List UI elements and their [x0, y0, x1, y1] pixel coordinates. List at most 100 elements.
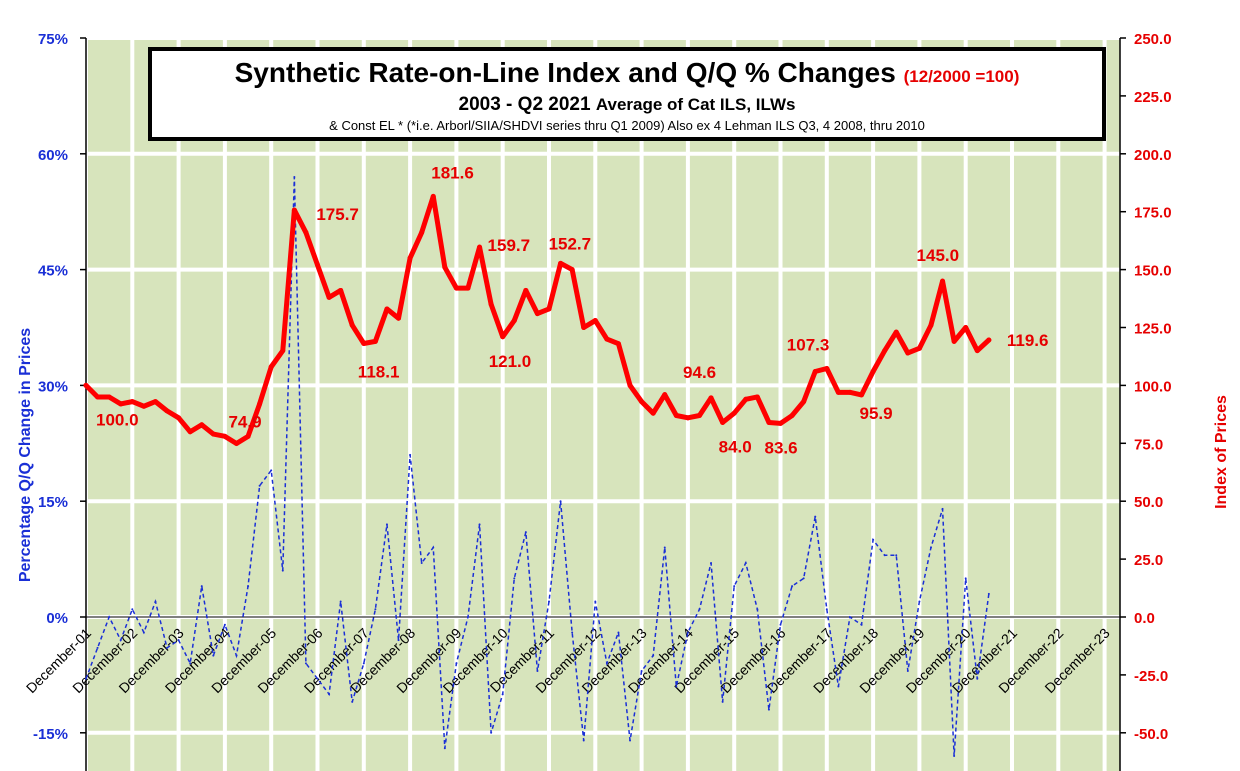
qq-change-point: [316, 677, 319, 680]
series-layer: [83, 175, 992, 757]
chart-subtitle-main: 2003 - Q2 2021: [458, 94, 591, 115]
chart-title: Synthetic Rate-on-Line Index and Q/Q % C…: [234, 57, 896, 88]
qq-change-point: [617, 631, 620, 634]
qq-change-point: [513, 577, 516, 580]
index-point: [592, 318, 598, 324]
index-point: [835, 389, 841, 395]
index-point: [801, 399, 807, 405]
qq-change-point: [524, 531, 527, 534]
y-right-tick-label: 125.0: [1134, 321, 1172, 338]
index-point: [83, 382, 89, 388]
qq-change-point: [848, 616, 851, 618]
index-point: [500, 334, 506, 340]
data-label: 145.0: [917, 246, 960, 265]
y-axis-left-title: Percentage Q/Q Change in Prices: [17, 328, 34, 582]
data-label: 121.0: [489, 352, 532, 371]
index-point: [731, 410, 737, 416]
index-point: [604, 336, 610, 342]
index-point: [384, 306, 390, 312]
qq-change-point: [629, 739, 632, 742]
qq-change-point: [374, 608, 377, 611]
index-point: [882, 348, 888, 354]
index-point: [372, 338, 378, 344]
index-point: [118, 401, 124, 407]
qq-change-point: [177, 639, 180, 642]
index-point: [673, 413, 679, 419]
index-point: [905, 350, 911, 356]
index-point: [233, 441, 239, 447]
qq-change-point: [791, 585, 794, 588]
data-label: 83.6: [765, 438, 798, 457]
index-point: [523, 287, 529, 293]
qq-change-point: [594, 600, 597, 603]
qq-change-point: [536, 670, 539, 673]
left-axis: 75% 60% 45% 30% 15% 0% -15%: [33, 31, 87, 771]
qq-change-point: [698, 608, 701, 611]
qq-change-point: [212, 654, 215, 657]
index-point: [396, 315, 402, 321]
index-point: [442, 264, 448, 270]
chart-subtitle: 2003 - Q2 2021 Average of Cat ILS, ILWs: [152, 93, 1102, 117]
index-point: [511, 318, 517, 324]
qq-change-point: [351, 700, 354, 703]
qq-change-point: [918, 600, 921, 603]
index-point: [940, 278, 946, 284]
qq-change-point: [85, 677, 87, 680]
y-right-tick-label: -25.0: [1134, 668, 1168, 685]
y-right-tick-label: 200.0: [1134, 147, 1172, 164]
y-right-tick-label: 250.0: [1134, 31, 1172, 48]
index-point: [847, 389, 853, 395]
index-point: [199, 422, 205, 428]
qq-change-point: [571, 631, 574, 634]
index-point: [639, 399, 645, 405]
index-point: [708, 395, 714, 401]
qq-change-point: [200, 585, 203, 588]
qq-change-point: [767, 708, 770, 711]
qq-change-point: [744, 561, 747, 564]
qq-change-point: [941, 507, 944, 510]
index-point: [176, 415, 182, 421]
index-point: [477, 244, 483, 250]
index-point: [291, 207, 297, 213]
index-point: [696, 413, 702, 419]
index-point: [326, 294, 332, 300]
qq-change-point: [686, 631, 689, 634]
qq-change-point: [108, 616, 111, 618]
index-point: [419, 230, 425, 236]
index-point: [349, 322, 355, 328]
index-point: [951, 338, 957, 344]
y-right-tick-label: 150.0: [1134, 263, 1172, 280]
y-right-tick-label: 75.0: [1134, 436, 1163, 453]
qq-change-point: [96, 646, 99, 649]
index-point: [141, 403, 147, 409]
index-point: [615, 341, 621, 347]
qq-change-point: [223, 623, 226, 626]
right-axis: 250.0 225.0 200.0 175.0 150.0 125.0 100.0 75.0 5…: [1119, 31, 1172, 771]
index-point: [581, 325, 587, 330]
y-left-tick-label: 0%: [46, 610, 68, 627]
qq-change-point: [397, 639, 400, 642]
qq-change-point: [929, 546, 932, 549]
qq-change-point: [270, 469, 273, 472]
qq-change-point: [976, 677, 979, 680]
index-point: [859, 392, 865, 398]
index-point: [928, 322, 934, 328]
qq-change-point: [235, 654, 238, 657]
data-label: 100.0: [96, 410, 139, 429]
index-point: [662, 392, 668, 398]
index-point: [222, 433, 228, 439]
qq-change-point: [362, 662, 365, 665]
qq-change-point: [953, 754, 956, 757]
data-label: 95.9: [860, 404, 893, 423]
index-point: [453, 285, 459, 291]
qq-change-point: [293, 175, 296, 178]
qq-change-point: [964, 577, 967, 580]
index-point: [720, 419, 726, 425]
qq-change-point: [339, 600, 342, 603]
qq-change-point: [385, 523, 388, 526]
index-point: [361, 340, 367, 346]
qq-change-point: [802, 577, 805, 580]
y-right-tick-label: 175.0: [1134, 205, 1172, 222]
qq-change-point: [501, 693, 504, 696]
index-point: [685, 415, 691, 421]
